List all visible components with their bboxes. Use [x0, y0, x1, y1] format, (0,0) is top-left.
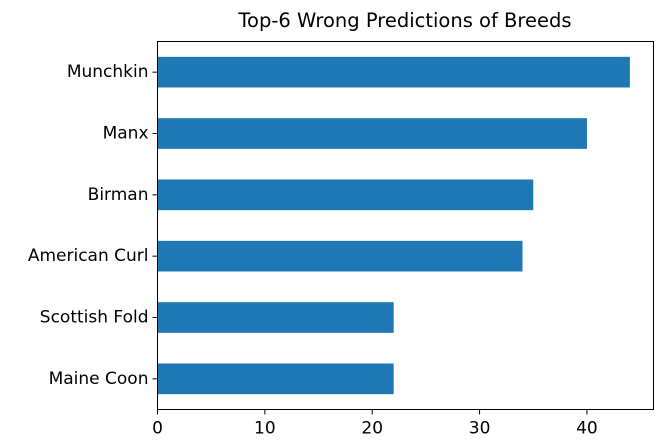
- bar-scottish-fold: [157, 302, 394, 333]
- bars-layer: [157, 56, 630, 395]
- bar-munchkin: [157, 56, 630, 88]
- y-axis-ticks: Munchkin Manx Birman American Curl Scottish …: [28, 62, 158, 389]
- x-tick-label: 20: [361, 419, 383, 439]
- x-tick-label: 0: [152, 419, 163, 439]
- bar-maine-coon: [157, 363, 394, 395]
- y-tick-label: Birman: [88, 185, 149, 205]
- bar-birman: [157, 179, 534, 211]
- bar-american-curl: [157, 240, 523, 272]
- x-tick-label: 40: [576, 419, 598, 439]
- y-tick-label: Manx: [103, 124, 149, 144]
- bar-manx: [157, 118, 587, 149]
- y-tick-label: Maine Coon: [49, 369, 149, 389]
- x-tick-label: 10: [254, 419, 276, 439]
- plot-frame: [157, 41, 654, 410]
- chart-title: Top-6 Wrong Predictions of Breeds: [237, 9, 571, 32]
- y-tick-label: American Curl: [28, 246, 149, 266]
- y-tick-label: Scottish Fold: [40, 308, 149, 328]
- y-tick-label: Munchkin: [67, 62, 149, 82]
- x-axis-ticks: 0 10 20 30 40: [152, 409, 598, 439]
- x-tick-label: 30: [469, 419, 491, 439]
